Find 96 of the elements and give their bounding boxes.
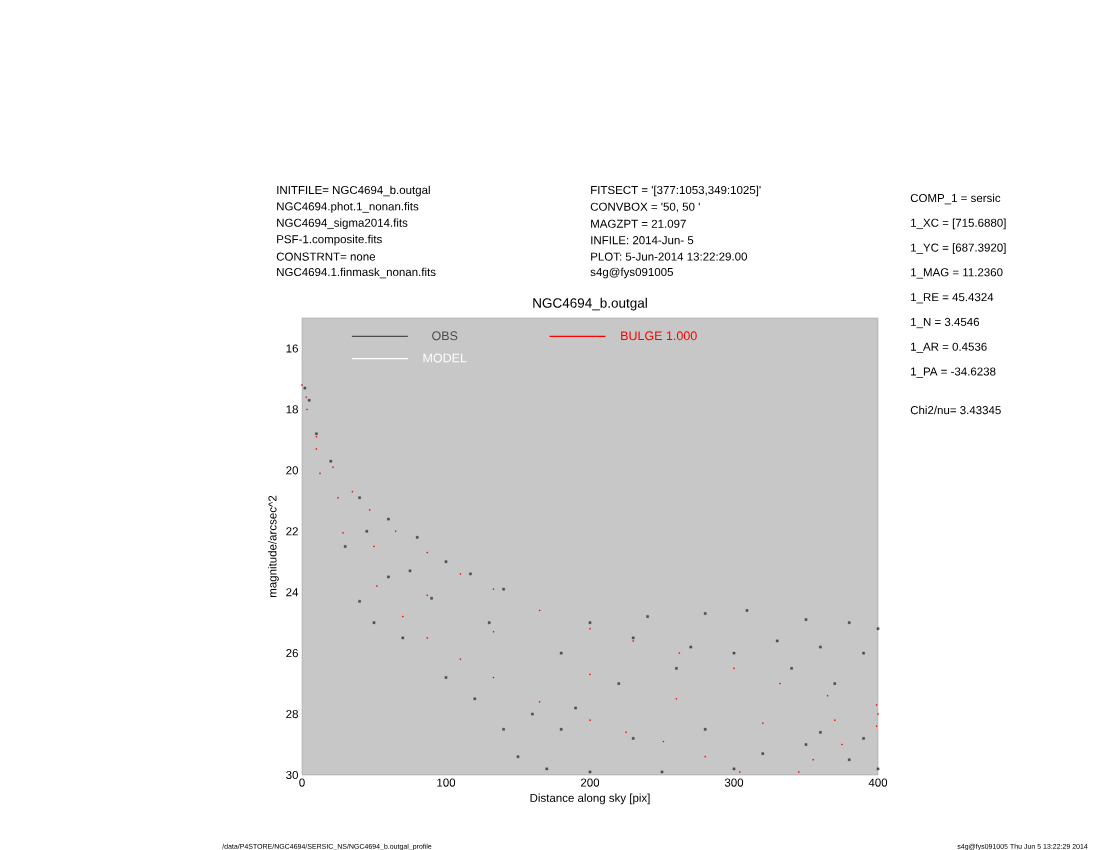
point [559, 727, 563, 731]
y-tick-label: 26 [286, 649, 298, 658]
text: NGC4694.1.finmask_nonan.fits [277, 267, 436, 279]
text: CONVBOX = '50, 50 ' [590, 202, 700, 213]
text: MAGZPT = 21.097 [591, 219, 686, 228]
point [307, 398, 311, 402]
text: 1_MAG = 11.2360 [911, 268, 1003, 279]
point [631, 737, 635, 740]
point [732, 767, 736, 771]
point [588, 621, 592, 624]
y-tick-label: 30 [286, 770, 299, 780]
point [876, 767, 880, 771]
point [401, 636, 405, 640]
text: 1_N = 3.4546 [911, 317, 980, 329]
text: COMP_1 = sersic [910, 193, 1001, 205]
point [804, 618, 808, 621]
text: PLOT: 5-Jun-2014 13:22:29.00 [591, 252, 748, 261]
point [847, 621, 851, 624]
point [862, 651, 865, 655]
point [516, 755, 520, 759]
point [430, 596, 433, 600]
point [675, 667, 678, 670]
point [408, 569, 412, 573]
x-tick-label: 200 [580, 778, 600, 787]
point [444, 676, 448, 679]
point [703, 612, 707, 615]
point [329, 459, 333, 463]
point [559, 651, 563, 655]
point [387, 517, 390, 521]
point [358, 600, 361, 603]
point [775, 639, 779, 643]
text: FITSECT = '[377:1053,349:1025]' [591, 185, 761, 197]
point [473, 697, 477, 701]
point [689, 645, 693, 649]
point [343, 545, 347, 548]
y-tick-label: 22 [286, 527, 298, 536]
point [303, 386, 307, 390]
point [631, 636, 635, 640]
y-tick-label: 16 [286, 344, 298, 353]
text: 1_YC = [687.3920] [911, 243, 1006, 254]
point [387, 575, 390, 579]
x-tick-label: 300 [724, 778, 744, 787]
point [646, 615, 649, 618]
text: NGC4694_sigma2014.fits [277, 218, 408, 230]
point [372, 621, 376, 624]
point [876, 627, 880, 631]
x-tick-label: 100 [437, 778, 456, 787]
text: INFILE: 2014-Jun- 5 [591, 236, 694, 245]
text: PSF-1.composite.fits [277, 234, 382, 246]
point [819, 645, 822, 649]
point [703, 727, 707, 731]
point [804, 743, 808, 746]
text: s4g@fys091005 [590, 267, 673, 279]
point [862, 737, 865, 740]
x-tick-label: 0 [299, 778, 305, 787]
text: NGC4694.phot.1_nonan.fits [277, 202, 419, 213]
point [574, 706, 577, 710]
text: Chi2/nu= 3.43345 [910, 405, 1001, 415]
point [660, 770, 664, 774]
legend-label: MODEL [423, 353, 467, 363]
legend-label: OBS [432, 331, 458, 341]
x-axis-title: Distance along sky [pix] [530, 793, 650, 805]
point [502, 587, 505, 591]
point [732, 651, 736, 655]
point [833, 682, 837, 685]
text: 1_PA = -34.6238 [911, 367, 996, 378]
point [745, 609, 749, 612]
text: CONSTRNT= none [276, 252, 376, 261]
text: 1_RE = 45.4324 [911, 293, 994, 304]
point [469, 572, 472, 576]
point [847, 758, 851, 762]
y-tick-label: 20 [286, 466, 299, 475]
y-tick-label: 24 [286, 588, 299, 597]
y-axis-title: magnitude/arcsec^2 [268, 495, 279, 597]
point [588, 770, 592, 774]
point [790, 667, 793, 670]
text: INITFILE= NGC4694_b.outgal [277, 185, 430, 197]
point [617, 682, 621, 685]
text: 1_XC = [715.6880] [911, 218, 1006, 230]
point [487, 621, 491, 624]
chart-title: NGC4694_b.outgal [533, 297, 647, 311]
point [531, 712, 534, 716]
legend-label: BULGE 1.000 [621, 331, 697, 341]
text: 1_AR = 0.4536 [911, 342, 987, 353]
point [444, 560, 448, 564]
point [761, 752, 765, 755]
x-tick-label: 400 [868, 778, 888, 787]
point [502, 727, 505, 731]
point [358, 496, 361, 500]
y-tick-label: 18 [286, 405, 298, 414]
point [415, 536, 419, 539]
point [819, 731, 822, 734]
point [315, 432, 318, 436]
point [545, 767, 549, 771]
y-tick-label: 28 [286, 709, 298, 719]
point [365, 529, 369, 533]
